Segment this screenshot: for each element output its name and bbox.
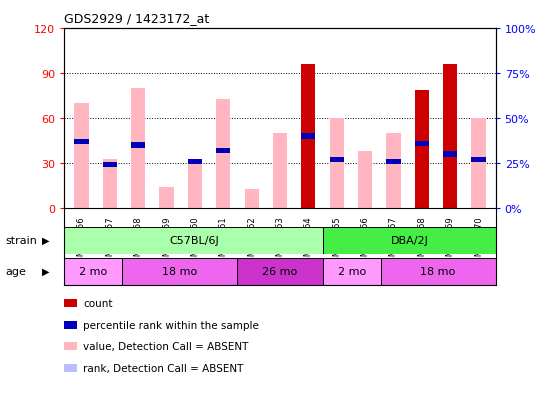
Text: GDS2929 / 1423172_at: GDS2929 / 1423172_at — [64, 12, 209, 25]
Text: ▶: ▶ — [42, 266, 49, 277]
Text: value, Detection Call = ABSENT: value, Detection Call = ABSENT — [83, 342, 249, 351]
Bar — [237, 258, 323, 285]
Text: age: age — [6, 266, 26, 277]
Bar — [415, 90, 429, 209]
Bar — [216, 148, 230, 154]
Text: 26 mo: 26 mo — [263, 266, 297, 277]
Bar — [245, 189, 259, 209]
Text: strain: strain — [6, 235, 38, 246]
Text: DBA/2J: DBA/2J — [390, 235, 428, 246]
Bar — [330, 157, 344, 163]
Bar — [102, 159, 117, 209]
Bar — [301, 134, 315, 139]
Text: 2 mo: 2 mo — [338, 266, 366, 277]
Bar — [323, 227, 496, 254]
Bar — [472, 119, 486, 209]
Bar — [74, 140, 88, 145]
Bar — [330, 119, 344, 209]
Bar — [122, 258, 237, 285]
Text: 18 mo: 18 mo — [162, 266, 197, 277]
Bar — [323, 258, 381, 285]
Bar — [472, 157, 486, 163]
Bar — [74, 104, 88, 209]
Bar — [443, 152, 458, 157]
Bar — [273, 134, 287, 209]
Bar — [381, 258, 496, 285]
Text: C57BL/6J: C57BL/6J — [169, 235, 218, 246]
Bar — [64, 227, 323, 254]
Text: ▶: ▶ — [42, 235, 49, 246]
Text: 2 mo: 2 mo — [79, 266, 108, 277]
Text: rank, Detection Call = ABSENT: rank, Detection Call = ABSENT — [83, 363, 244, 373]
Bar — [131, 143, 145, 148]
Bar — [188, 159, 202, 209]
Bar — [188, 159, 202, 164]
Text: count: count — [83, 299, 113, 309]
Text: percentile rank within the sample: percentile rank within the sample — [83, 320, 259, 330]
Bar — [386, 159, 400, 164]
Text: 18 mo: 18 mo — [421, 266, 456, 277]
Bar — [64, 258, 122, 285]
Bar — [386, 134, 400, 209]
Bar — [358, 152, 372, 209]
Bar — [443, 65, 458, 209]
Bar — [102, 163, 117, 168]
Bar — [160, 188, 174, 209]
Bar — [301, 65, 315, 209]
Bar — [216, 99, 230, 209]
Bar — [131, 89, 145, 209]
Bar — [415, 141, 429, 147]
